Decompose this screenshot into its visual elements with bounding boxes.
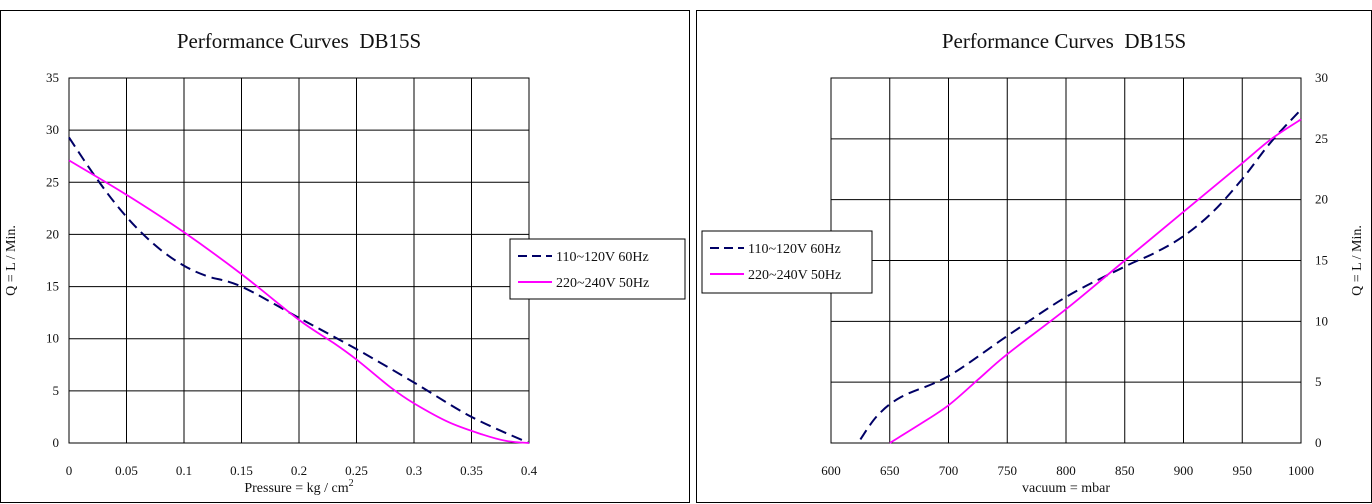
series-line-110-120v: [68, 136, 530, 444]
x-axis-label-text: vacuum = mbar: [1022, 481, 1110, 496]
chart-panel-pressure: Performance Curves DB15S 0 0.05 0.1 0.15 0.2 0…: [0, 10, 690, 503]
y-tick-label: 35: [46, 70, 59, 85]
y-tick-label: 30: [1315, 70, 1328, 85]
y-tick-label: 25: [1315, 131, 1328, 146]
x-axis-label-text: Pressure = kg / cm: [244, 481, 348, 496]
y-tick-label: 0: [53, 435, 60, 450]
x-tick-label: 0.2: [291, 463, 307, 478]
y-tick-label: 20: [1315, 192, 1328, 207]
x-tick-label: 650: [880, 463, 900, 478]
legend-label: 110~120V 60Hz: [748, 242, 841, 257]
y-tick-label: 0: [1315, 435, 1322, 450]
grid-lines: [830, 77, 1302, 444]
y-axis-label: Q = L / Min.: [4, 225, 19, 296]
series-line-220-240v: [68, 159, 530, 444]
x-tick-label: 1000: [1288, 463, 1314, 478]
y-tick-label: 15: [46, 279, 59, 294]
y-tick-label: 5: [53, 383, 60, 398]
x-tick-label: 0.25: [345, 463, 368, 478]
y-tick-label: 10: [1315, 313, 1328, 328]
legend-label: 220~240V 50Hz: [748, 268, 841, 283]
y-axis-label: Q = L / Min.: [1350, 225, 1365, 296]
x-tick-label: 850: [1115, 463, 1135, 478]
x-tick-label: 750: [998, 463, 1018, 478]
y-tick-label: 10: [46, 331, 59, 346]
x-tick-label: 0.35: [460, 463, 483, 478]
legend-label: 110~120V 60Hz: [556, 250, 649, 265]
x-axis-label: Pressure = kg / cm2: [244, 478, 353, 496]
x-tick-label: 900: [1174, 463, 1194, 478]
grid-lines: [68, 77, 530, 444]
x-tick-label: 950: [1233, 463, 1253, 478]
y-tick-label: 25: [46, 174, 59, 189]
legend-box: [701, 230, 873, 294]
vacuum-chart-svg: Performance Curves DB15S 600 650 700 750 800 8…: [701, 29, 1365, 496]
x-tick-label: 600: [821, 463, 841, 478]
x-tick-label: 0.05: [115, 463, 138, 478]
chart-title: Performance Curves DB15S: [942, 29, 1186, 53]
x-tick-label: 0.15: [230, 463, 253, 478]
legend: 110~120V 60Hz 220~240V 50Hz: [701, 230, 873, 294]
legend-box: [509, 238, 686, 300]
pressure-chart-svg: Performance Curves DB15S 0 0.05 0.1 0.15 0.2 0…: [4, 29, 686, 496]
y-tick-label: 15: [1315, 253, 1328, 268]
series-line-110-120v: [859, 108, 1302, 440]
x-axis-label: vacuum = mbar: [1022, 481, 1110, 496]
y-tick-label: 20: [46, 226, 59, 241]
x-tick-label: 700: [939, 463, 959, 478]
y-tick-label: 30: [46, 122, 59, 137]
legend-label: 220~240V 50Hz: [556, 276, 649, 291]
chart-panel-vacuum: Performance Curves DB15S 600 650 700 750 800 8…: [696, 10, 1372, 503]
x-tick-label: 0: [66, 463, 73, 478]
y-tick-label: 5: [1315, 374, 1322, 389]
series-line-220-240v: [889, 118, 1302, 444]
x-tick-label: 800: [1056, 463, 1076, 478]
chart-title: Performance Curves DB15S: [177, 29, 421, 53]
x-tick-label: 0.4: [521, 463, 538, 478]
legend: 110~120V 60Hz 220~240V 50Hz: [509, 238, 686, 300]
x-tick-label: 0.3: [406, 463, 422, 478]
x-tick-label: 0.1: [176, 463, 192, 478]
x-axis-label-superscript: 2: [349, 478, 354, 489]
